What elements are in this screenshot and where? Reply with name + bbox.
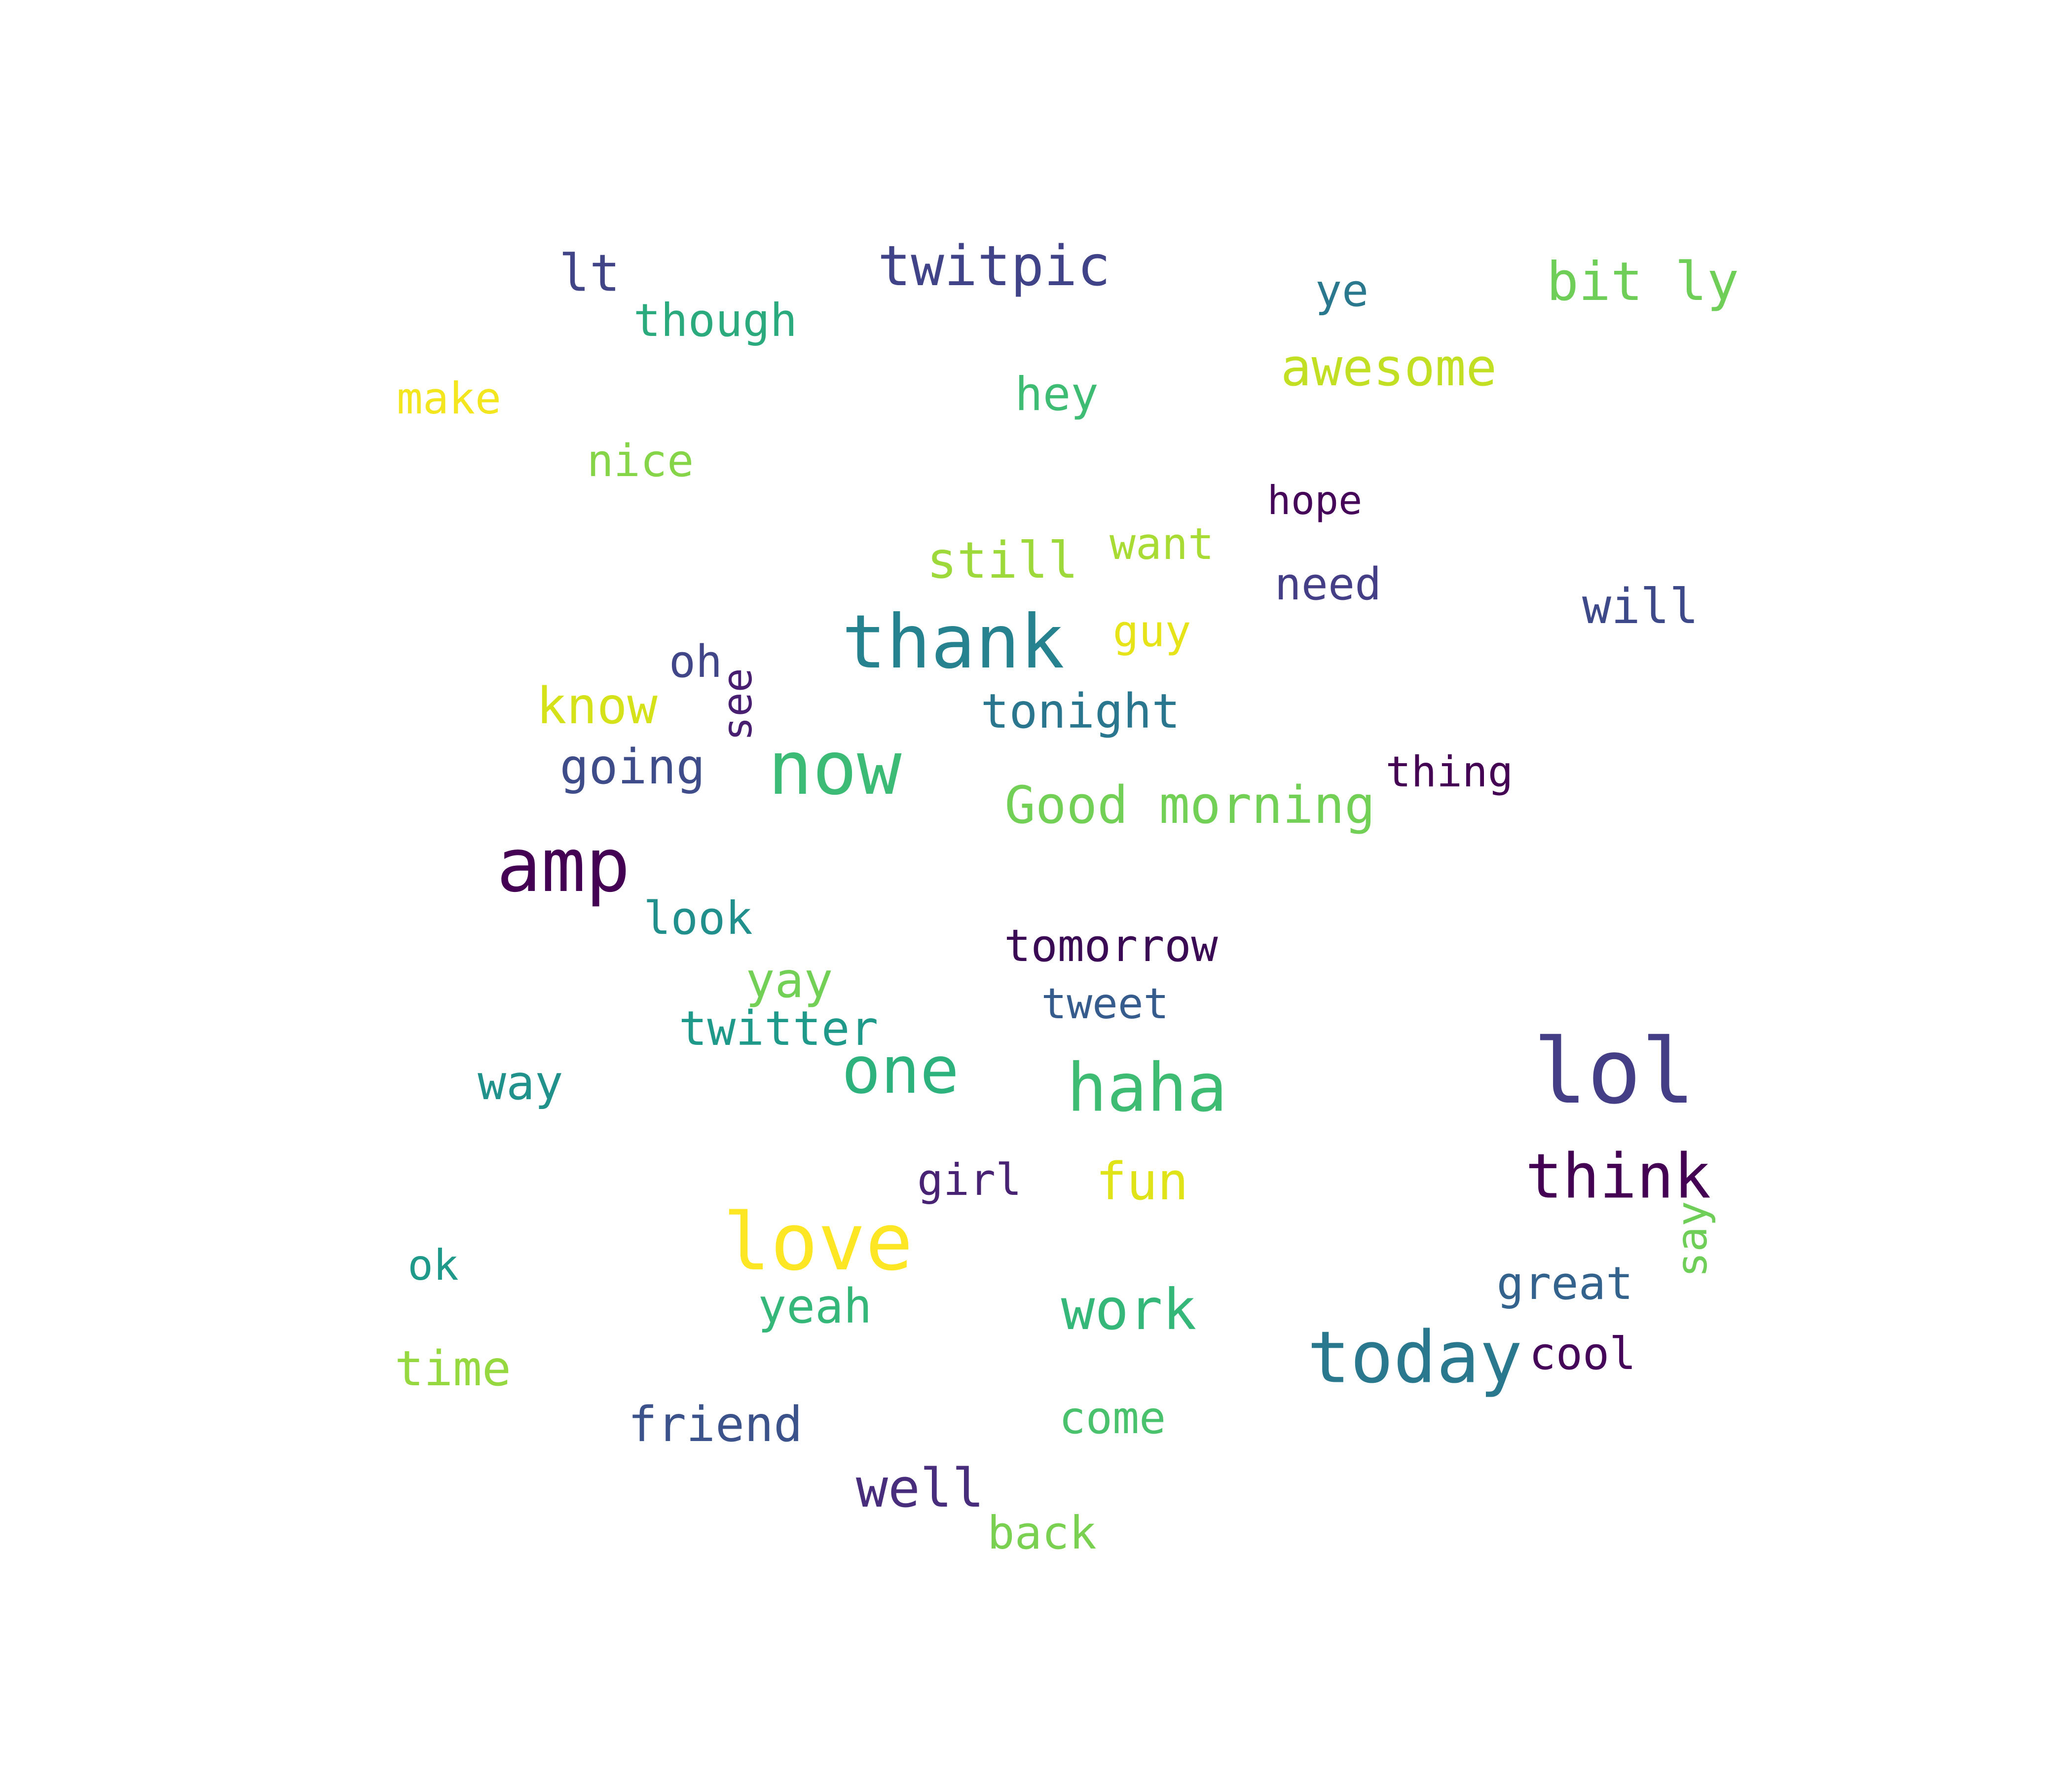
word-make: make xyxy=(397,373,501,424)
word-say: say xyxy=(1667,1201,1717,1278)
word-think: think xyxy=(1525,1141,1711,1213)
word-one: one xyxy=(841,1033,960,1109)
word-guy: guy xyxy=(1112,606,1191,657)
word-love: love xyxy=(723,1196,913,1288)
word-awesome: awesome xyxy=(1280,337,1497,398)
word-going: going xyxy=(559,739,705,795)
word-fun: fun xyxy=(1096,1151,1188,1212)
word-friend: friend xyxy=(628,1397,803,1453)
word-tweet: tweet xyxy=(1041,979,1169,1029)
word-oh: oh xyxy=(668,636,723,688)
word-will: will xyxy=(1582,579,1699,635)
word-see: see xyxy=(714,667,761,741)
word-good-morning: Good morning xyxy=(1004,775,1375,835)
word-great: great xyxy=(1496,1257,1633,1310)
word-twitter: twitter xyxy=(678,1001,879,1056)
word-bit-ly: bit ly xyxy=(1546,251,1739,313)
word-now: now xyxy=(768,726,902,812)
word-back: back xyxy=(987,1507,1097,1559)
word-cool: cool xyxy=(1529,1328,1636,1380)
word-lol: lol xyxy=(1533,1019,1696,1124)
word-come: come xyxy=(1059,1392,1166,1444)
word-lt: lt xyxy=(558,244,621,303)
word-haha: haha xyxy=(1067,1049,1227,1127)
word-way: way xyxy=(478,1055,563,1110)
word-yeah: yeah xyxy=(758,1279,872,1334)
word-still: still xyxy=(926,531,1078,590)
word-today: today xyxy=(1307,1316,1523,1400)
word-ok: ok xyxy=(407,1241,459,1290)
word-look: look xyxy=(643,892,753,945)
word-hope: hope xyxy=(1267,478,1363,523)
word-need: need xyxy=(1274,558,1382,610)
word-thank: thank xyxy=(842,599,1065,685)
word-amp: amp xyxy=(496,823,630,909)
word-thing: thing xyxy=(1385,747,1514,797)
word-though: though xyxy=(633,294,798,347)
word-work: work xyxy=(1061,1277,1197,1342)
word-time: time xyxy=(394,1341,512,1397)
word-know: know xyxy=(536,677,658,736)
word-yay: yay xyxy=(745,953,833,1009)
word-tonight: tonight xyxy=(980,684,1181,739)
word-hey: hey xyxy=(1015,368,1099,421)
word-ye: ye xyxy=(1315,265,1369,317)
word-twitpic: twitpic xyxy=(877,234,1111,298)
word-nice: nice xyxy=(587,435,694,487)
word-well: well xyxy=(855,1458,985,1519)
word-tomorrow: tomorrow xyxy=(1004,920,1218,972)
word-girl: girl xyxy=(917,1154,1022,1205)
word-want: want xyxy=(1110,518,1214,569)
